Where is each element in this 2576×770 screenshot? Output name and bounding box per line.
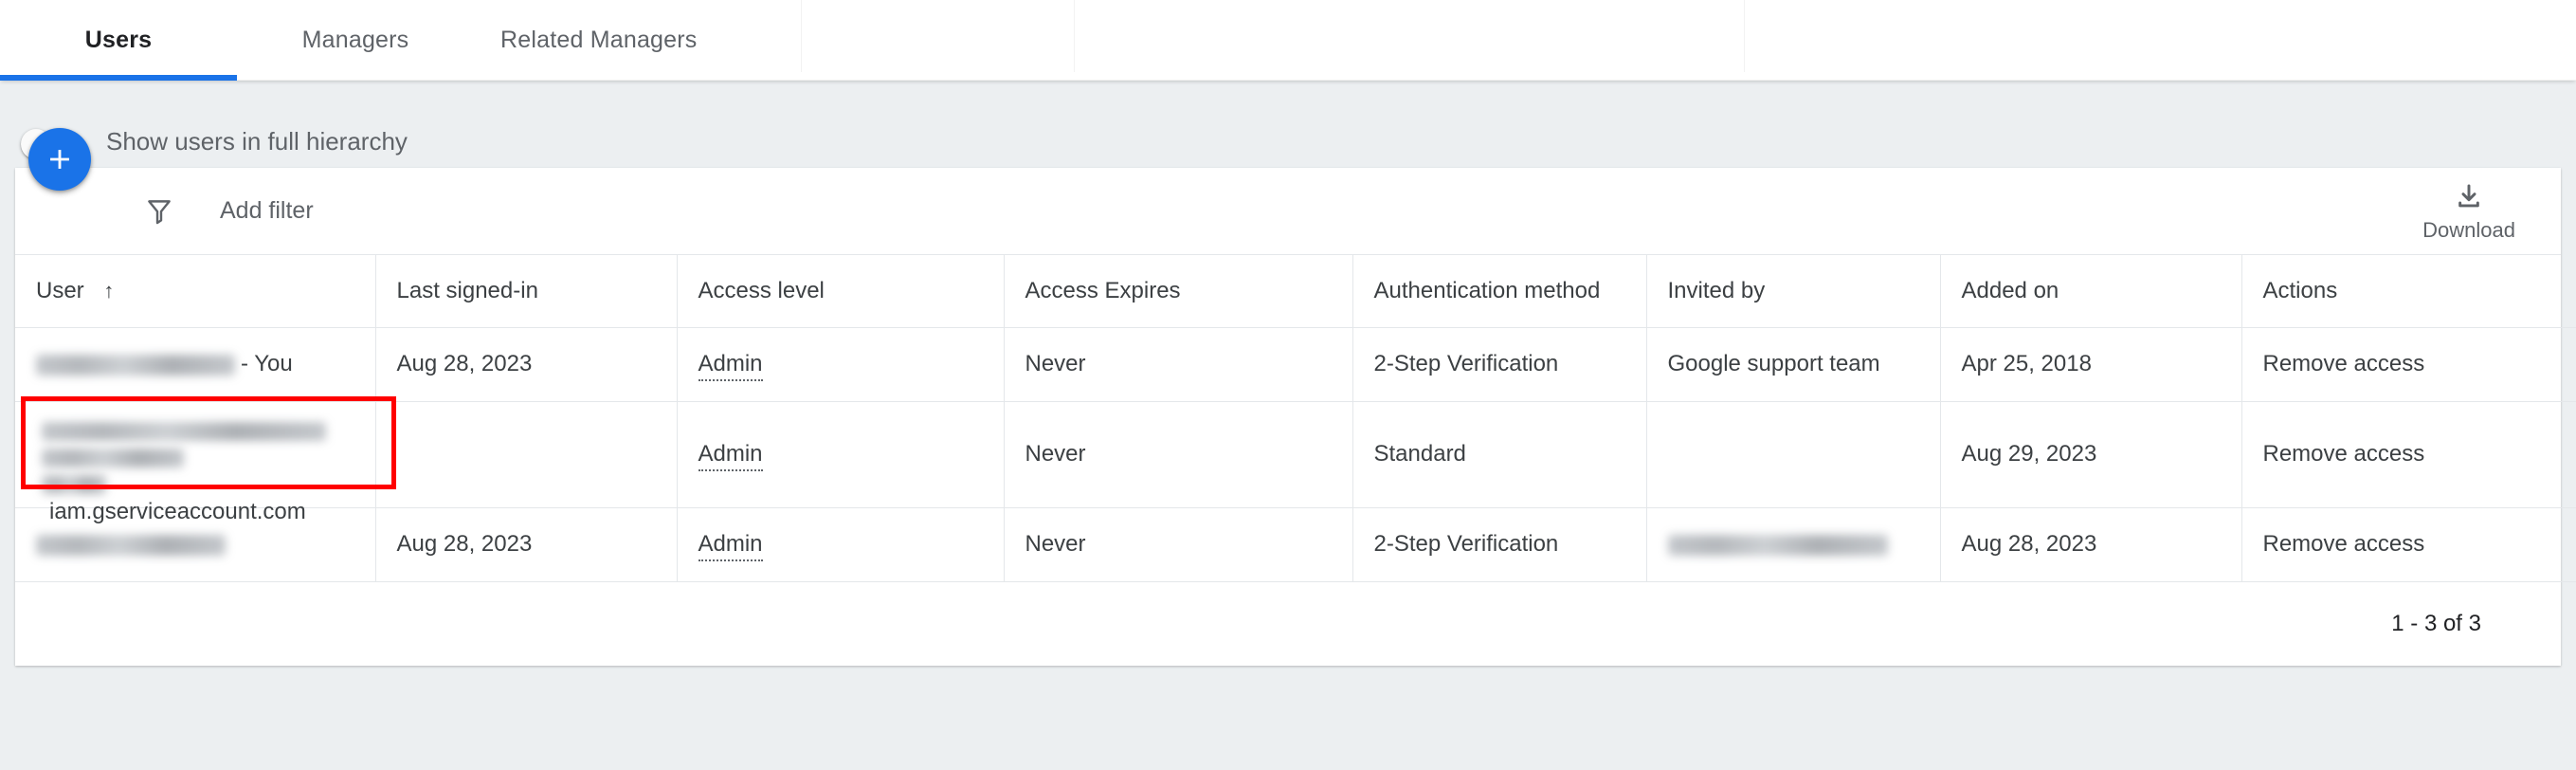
header-seam-2	[1074, 0, 1075, 72]
table-row: iam.gserviceaccount.com Admin Never Stan…	[15, 395, 2576, 524]
cell-added-on: Apr 25, 2018	[1940, 327, 2242, 402]
cell-last-signed-in	[375, 401, 678, 508]
cell-actions: Remove access	[2241, 327, 2576, 402]
column-header-authentication-method-label: Authentication method	[1373, 277, 1601, 303]
column-header-last-signed-in[interactable]: Last signed-in	[375, 255, 678, 328]
tab-bar: Users Managers Related Managers	[0, 0, 2576, 81]
service-account-email: iam.gserviceaccount.com	[36, 412, 354, 524]
table-footer: 1 - 3 of 3	[15, 581, 2561, 666]
access-level-link[interactable]: Admin	[698, 351, 763, 381]
column-header-access-expires[interactable]: Access Expires	[1004, 255, 1353, 328]
filter-funnel-icon	[148, 199, 171, 224]
redacted-user-email-line-2	[42, 448, 184, 468]
cell-access-level: Admin	[677, 507, 1005, 582]
cell-authentication-method: 2-Step Verification	[1352, 327, 1647, 402]
cell-actions: Remove access	[2241, 507, 2576, 582]
tab-managers[interactable]: Managers	[237, 0, 474, 81]
column-header-access-level-label: Access level	[698, 277, 825, 303]
tab-users[interactable]: Users	[0, 0, 237, 81]
current-user-suffix: - You	[241, 351, 293, 376]
pagination-range: 1 - 3 of 3	[2391, 610, 2481, 636]
users-table: User ↑ Last signed-in Access level Acces…	[15, 255, 2576, 582]
cell-user: iam.gserviceaccount.com	[15, 395, 396, 524]
filter-button[interactable]	[135, 195, 184, 228]
redacted-inviter-email	[1667, 534, 1888, 556]
table-toolbar: Add filter Download	[15, 168, 2561, 255]
header-seam-3	[1744, 0, 1745, 72]
cell-actions: Remove access	[2241, 401, 2576, 508]
tab-users-label: Users	[84, 27, 153, 53]
add-user-button[interactable]	[28, 128, 91, 191]
column-header-user[interactable]: User ↑	[15, 255, 376, 328]
redacted-user-email-line-1	[42, 421, 326, 441]
column-header-authentication-method[interactable]: Authentication method	[1352, 255, 1647, 328]
cell-access-level: Admin	[677, 401, 1005, 508]
remove-access-button[interactable]: Remove access	[2262, 351, 2425, 376]
cell-access-expires: Never	[1004, 507, 1353, 582]
download-icon	[2458, 184, 2479, 207]
service-account-domain: iam.gserviceaccount.com	[49, 499, 306, 524]
remove-access-button[interactable]: Remove access	[2262, 531, 2425, 557]
table-header-row: User ↑ Last signed-in Access level Acces…	[15, 255, 2576, 328]
cell-invited-by	[1646, 401, 1941, 508]
column-header-last-signed-in-label: Last signed-in	[396, 277, 538, 303]
tab-related-managers[interactable]: Related Managers	[474, 0, 724, 81]
table-row: - You Aug 28, 2023 Admin Never 2-Step Ve…	[15, 327, 2576, 402]
tab-related-managers-label: Related Managers	[500, 27, 698, 53]
cell-added-on: Aug 28, 2023	[1940, 507, 2242, 582]
download-button[interactable]: Download	[2402, 178, 2536, 245]
tab-managers-label: Managers	[301, 27, 409, 53]
redacted-user-email-line-3	[42, 474, 106, 494]
column-header-added-on[interactable]: Added on	[1940, 255, 2242, 328]
column-header-actions-label: Actions	[2262, 277, 2338, 303]
sort-ascending-icon: ↑	[103, 278, 115, 302]
column-header-actions: Actions	[2241, 255, 2576, 328]
plus-icon	[50, 150, 69, 169]
column-header-access-expires-label: Access Expires	[1025, 277, 1181, 303]
page-body: Show users in full hierarchy Add filter	[0, 81, 2576, 770]
cell-access-expires: Never	[1004, 327, 1353, 402]
cell-authentication-method: Standard	[1352, 401, 1647, 508]
cell-invited-by	[1646, 507, 1941, 582]
cell-added-on: Aug 29, 2023	[1940, 401, 2242, 508]
cell-invited-by: Google support team	[1646, 327, 1941, 402]
users-card: Add filter Download	[15, 128, 2576, 666]
remove-access-button[interactable]: Remove access	[2262, 441, 2425, 467]
header-seam-1	[801, 0, 802, 72]
cell-authentication-method: 2-Step Verification	[1352, 507, 1647, 582]
cell-access-level: Admin	[677, 327, 1005, 402]
redacted-user-email	[36, 354, 235, 376]
cell-user: - You	[15, 327, 376, 402]
cell-last-signed-in: Aug 28, 2023	[375, 507, 678, 582]
cell-user	[15, 507, 376, 582]
users-card-wrapper: Add filter Download	[0, 128, 2576, 666]
column-header-invited-by[interactable]: Invited by	[1646, 255, 1941, 328]
download-label: Download	[2422, 217, 2515, 242]
redacted-user-email	[36, 534, 226, 556]
hierarchy-toggle-row: Show users in full hierarchy	[0, 81, 2576, 168]
access-level-link[interactable]: Admin	[698, 531, 763, 561]
column-header-invited-by-label: Invited by	[1667, 277, 1766, 303]
table-row: Aug 28, 2023 Admin Never 2-Step Verifica…	[15, 507, 2576, 582]
hierarchy-toggle-label: Show users in full hierarchy	[106, 126, 408, 156]
cell-last-signed-in: Aug 28, 2023	[375, 327, 678, 402]
access-level-link[interactable]: Admin	[698, 441, 763, 471]
cell-access-expires: Never	[1004, 401, 1353, 508]
add-filter-button[interactable]: Add filter	[220, 197, 314, 224]
column-header-user-label: User	[36, 277, 84, 303]
column-header-access-level[interactable]: Access level	[677, 255, 1005, 328]
column-header-added-on-label: Added on	[1961, 277, 2059, 303]
